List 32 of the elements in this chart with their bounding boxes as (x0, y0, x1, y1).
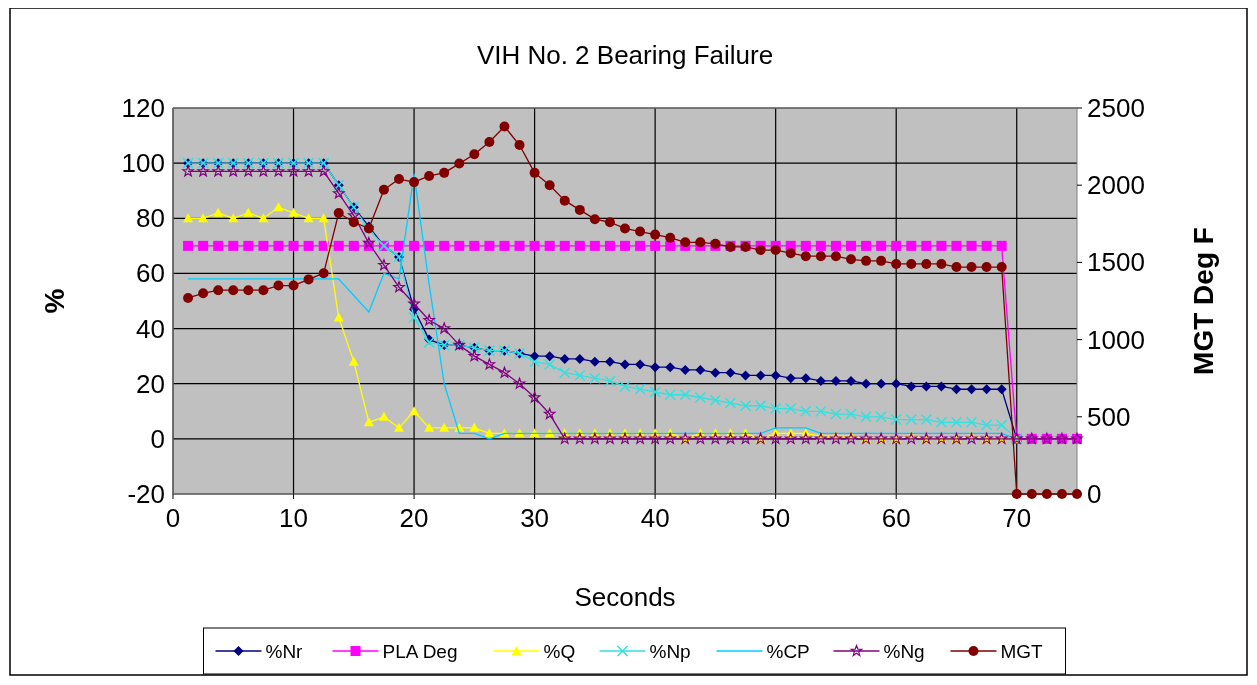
y2-tick-label: 2500 (1087, 93, 1145, 123)
legend-label: MGT (1000, 641, 1044, 662)
x-tick-label: 50 (761, 503, 791, 533)
y2-tick-label: 0 (1087, 479, 1102, 509)
y-tick-label: 0 (150, 423, 165, 454)
y-tick-label: -20 (127, 479, 165, 509)
y-tick-label: 120 (121, 93, 165, 123)
y-tick-label: 60 (136, 258, 165, 289)
legend-label: %Nr (265, 641, 304, 662)
x-tick-label: 40 (640, 503, 670, 533)
y-tick-label: 80 (136, 203, 165, 234)
legend-label: %Np (649, 641, 691, 662)
y-tick-label: 100 (121, 148, 165, 179)
y2-tick-label: 1000 (1087, 324, 1145, 355)
y2-tick-label: 500 (1087, 401, 1131, 432)
legend-label: %Ng (883, 641, 925, 662)
legend-label: %Q (543, 641, 576, 662)
x-tick-label: 30 (520, 503, 550, 533)
x-tick-label: 10 (279, 503, 308, 533)
y2-tick-label: 1500 (1087, 247, 1145, 278)
x-tick-label: 60 (881, 503, 911, 533)
x-tick-label: 70 (1002, 503, 1032, 533)
y2-tick-label: 2000 (1087, 170, 1145, 201)
chart-title: VIH No. 2 Bearing Failure (476, 40, 774, 70)
legend-label: PLA Deg (382, 641, 458, 662)
y2-axis-title: MGT Deg F (1188, 227, 1219, 375)
y-tick-label: 20 (136, 368, 165, 399)
legend-label: %CP (766, 641, 810, 662)
y-axis-title: % (39, 288, 70, 314)
x-tick-label: 20 (399, 503, 429, 533)
y-tick-label: 40 (136, 313, 165, 344)
x-axis-title: Seconds (574, 582, 676, 612)
